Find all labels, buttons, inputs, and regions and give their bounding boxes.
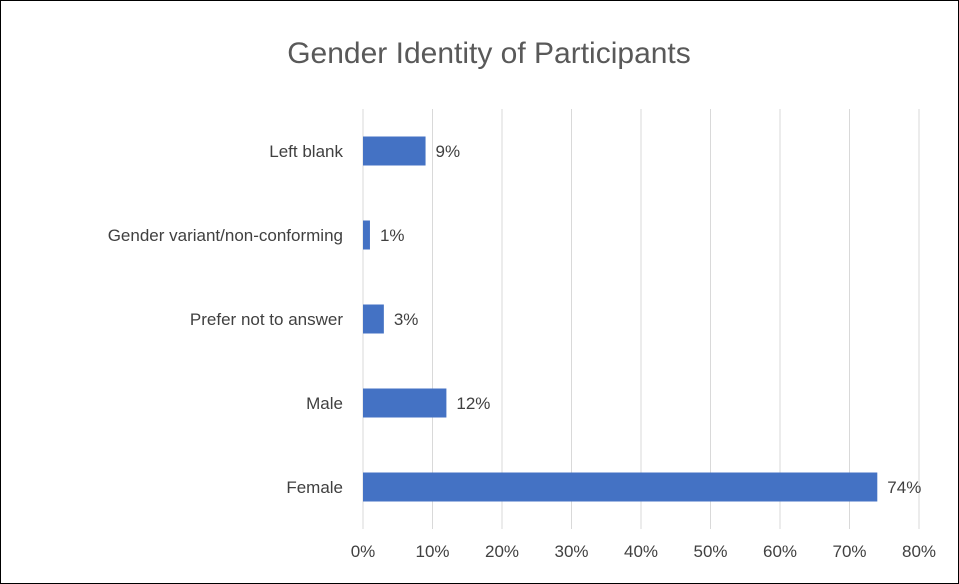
category-label: Male <box>306 394 343 413</box>
x-tick-label: 20% <box>485 542 519 561</box>
category-labels: Left blank Gender variant/non-conforming P… <box>108 142 344 497</box>
x-tick-label: 40% <box>624 542 658 561</box>
chart-title: Gender Identity of Participants <box>287 37 691 70</box>
x-tick-label: 50% <box>693 542 727 561</box>
data-label: 3% <box>394 310 419 329</box>
data-label: 74% <box>887 478 921 497</box>
category-label: Left blank <box>269 142 343 161</box>
bar <box>363 220 370 250</box>
bar <box>363 472 878 502</box>
data-label: 12% <box>456 394 490 413</box>
bar <box>363 304 384 334</box>
bar <box>363 136 426 166</box>
category-label: Prefer not to answer <box>190 310 343 329</box>
category-label: Female <box>286 478 343 497</box>
value-labels: 9% 1% 3% 12% 74% <box>380 142 921 497</box>
x-tick-label: 10% <box>415 542 449 561</box>
x-tick-label: 60% <box>763 542 797 561</box>
x-tick-label: 70% <box>832 542 866 561</box>
gridlines <box>362 109 920 529</box>
category-label: Gender variant/non-conforming <box>108 226 343 245</box>
bars <box>363 136 878 502</box>
data-label: 1% <box>380 226 405 245</box>
x-tick-label: 0% <box>351 542 376 561</box>
x-tick-label: 30% <box>554 542 588 561</box>
data-label: 9% <box>436 142 461 161</box>
x-axis-tick-labels: 0% 10% 20% 30% 40% 50% 60% 70% 80% <box>351 542 936 561</box>
x-tick-label: 80% <box>902 542 936 561</box>
bar <box>363 388 447 418</box>
